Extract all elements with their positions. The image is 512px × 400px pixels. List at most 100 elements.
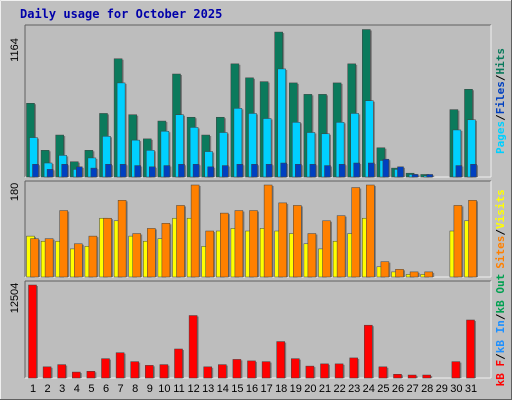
day-label-15: 15 (231, 383, 243, 395)
day-label-22: 22 (333, 383, 345, 395)
pages-bar-day-24 (368, 162, 376, 178)
kbf-bar-day-2 (42, 366, 53, 379)
sites-bar-day-31 (468, 200, 478, 278)
kbytes-legend-text: kB F/kB In/kB Out (494, 274, 507, 387)
visits-legend-text: Sites/Visits (494, 189, 507, 269)
day-label-4: 4 (74, 383, 80, 395)
day-label-30: 30 (450, 383, 462, 395)
legend-pages: Pages (494, 121, 507, 154)
pages-bar-day-19 (295, 164, 303, 178)
kbf-bar-day-15 (232, 359, 243, 379)
kbf-bar-day-8 (130, 361, 141, 379)
sites-bar-day-25 (380, 261, 391, 278)
day-label-14: 14 (217, 383, 229, 395)
pages-bar-day-6 (105, 164, 113, 178)
kbf-bar-day-22 (334, 363, 345, 379)
sites-bar-day-19 (293, 205, 303, 278)
pages-bar-day-25 (382, 158, 391, 178)
hits-legend-text: Pages/Files/Hits (494, 48, 507, 154)
pages-bar-day-23 (353, 162, 362, 178)
kbytes-ymax-label: 12504 (9, 283, 21, 314)
sites-bar-day-10 (161, 223, 172, 278)
sites-bar-day-12 (190, 184, 201, 278)
day-label-11: 11 (173, 383, 184, 395)
sites-bar-day-16 (249, 210, 259, 278)
pages-bar-day-27 (411, 174, 420, 178)
pages-bar-day-18 (280, 162, 289, 178)
visits-sites-panel: 180 (9, 180, 492, 278)
day-label-17: 17 (260, 383, 272, 395)
legend-kb-out: kB Out (494, 274, 507, 314)
day-label-31: 31 (465, 383, 477, 395)
kbf-bar-day-6 (101, 358, 111, 379)
day-label-19: 19 (290, 383, 302, 395)
sites-bar-day-28 (424, 271, 435, 278)
sites-bar-day-26 (395, 269, 405, 278)
pages-bar-day-26 (397, 166, 405, 178)
sites-bar-day-23 (351, 187, 362, 278)
sites-bar-day-3 (59, 210, 70, 278)
sites-bar-day-8 (132, 233, 143, 278)
sites-bar-day-21 (322, 220, 332, 278)
kbf-bar-day-25 (378, 366, 389, 379)
kbf-bar-day-9 (145, 365, 155, 379)
sites-bar-day-4 (74, 243, 84, 278)
pages-bar-day-17 (265, 164, 274, 178)
day-label-5: 5 (88, 383, 94, 395)
files-bar-day-7 (116, 82, 127, 178)
pages-bar-day-28 (426, 174, 435, 178)
day-label-16: 16 (246, 383, 258, 395)
sites-bar-day-18 (278, 202, 289, 278)
day-label-3: 3 (59, 383, 65, 395)
legend-sites: Sites (494, 236, 507, 269)
pages-bar-day-14 (222, 165, 230, 178)
pages-bar-day-3 (61, 164, 70, 178)
legend-visits: Visits (494, 189, 507, 229)
sites-bar-day-15 (234, 210, 245, 278)
sites-bar-day-22 (336, 215, 347, 278)
legend-kb-f: kB F (494, 360, 507, 387)
day-label-25: 25 (377, 383, 389, 395)
kbf-bar-day-5 (86, 371, 97, 379)
kbytes-panel: 12504 (9, 280, 492, 379)
sites-bar-day-6 (103, 217, 113, 278)
kbf-bar-day-14 (218, 364, 228, 379)
legend-kb-in: kB In (494, 320, 507, 353)
pages-bar-day-2 (46, 169, 55, 178)
day-label-7: 7 (118, 383, 124, 395)
day-label-23: 23 (348, 383, 360, 395)
pages-bar-day-8 (134, 165, 143, 178)
day-label-29: 29 (436, 383, 448, 395)
pages-bar-day-7 (119, 164, 128, 178)
legend-files: Files (494, 81, 507, 114)
kbf-bar-day-31 (466, 319, 476, 379)
kbf-bar-day-11 (174, 348, 184, 379)
day-label-8: 8 (132, 383, 138, 395)
sites-bar-day-24 (366, 184, 376, 278)
day-axis-labels: 1 2 3 4 5 6 7 8 9 10 11 12 13 14 15 16 17 18 19 20 21 22 23 24 2… (30, 383, 477, 395)
pages-bar-day-9 (149, 166, 157, 178)
hits-files-pages-panel: 1164 (9, 24, 492, 178)
sites-bar-day-9 (147, 228, 157, 278)
kbf-bar-day-20 (305, 365, 316, 379)
day-label-1: 1 (30, 383, 36, 395)
day-label-2: 2 (45, 383, 51, 395)
pages-bar-day-22 (338, 164, 347, 178)
day-label-21: 21 (319, 383, 331, 395)
day-label-20: 20 (304, 383, 316, 395)
sites-bar-day-1 (30, 238, 40, 278)
chart-title: Daily usage for October 2025 (20, 7, 222, 21)
pages-bar-day-4 (76, 166, 84, 178)
pages-bar-day-12 (192, 164, 201, 178)
pages-bar-day-16 (251, 164, 259, 178)
hits-legend: Pages/Files/Hits (494, 48, 507, 154)
pages-bar-day-30 (455, 165, 464, 178)
kbytes-legend: kB F/kB In/kB Out (494, 274, 507, 387)
kbf-bar-day-4 (72, 371, 82, 379)
kbf-bar-day-12 (188, 315, 199, 379)
kbf-bar-day-18 (276, 341, 287, 379)
sites-bar-day-20 (307, 233, 318, 278)
sites-bar-day-14 (220, 212, 230, 278)
kbf-bar-day-1 (28, 284, 38, 379)
kbf-bar-day-21 (320, 363, 330, 379)
